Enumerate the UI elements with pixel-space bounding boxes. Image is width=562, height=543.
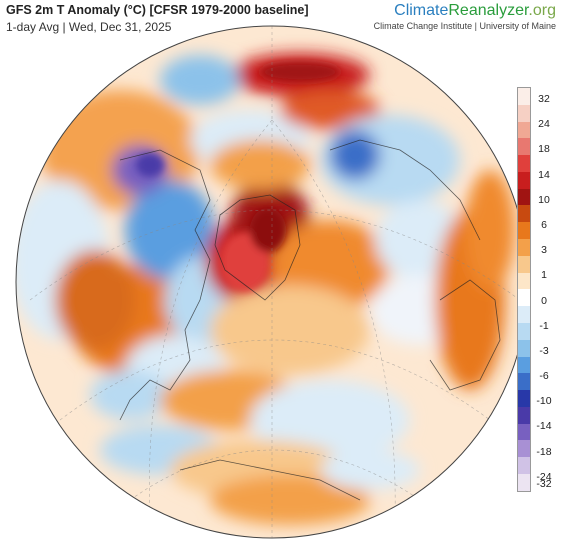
legend-tick-label: 18 [538,143,550,156]
legend-tick-label: -18 [536,445,552,458]
legend-swatch [518,222,530,240]
map-title: GFS 2m T Anomaly (°C) [CFSR 1979-2000 ba… [6,3,309,17]
legend-swatch [518,138,530,156]
legend-color-bar [517,87,531,492]
legend-swatch [518,205,530,223]
legend-tick-label: 1 [541,269,547,282]
legend-swatch [518,306,530,323]
legend-tick-label: -24 [536,470,552,483]
brand-affiliation: Climate Change Institute | University of… [373,21,556,31]
brand-name-part1: Climate [394,2,449,19]
legend-swatch [518,423,530,441]
legend-tick-label: 32 [538,93,550,105]
legend-swatch [518,440,530,458]
brand-name: ClimateReanalyzer.org [374,1,556,21]
brand-name-part2: Reanalyzer [448,2,529,19]
legend-tick-label: 6 [541,218,547,231]
legend-tick-label: -32 [536,478,552,490]
legend-swatch [518,339,530,357]
brand-logo[interactable]: ClimateReanalyzer.org Climate Change Ins… [374,1,556,31]
legend-swatch [518,104,530,122]
legend-swatch [518,88,530,105]
legend-swatch [518,239,530,256]
legend-tick-label: 14 [538,168,550,181]
color-legend: 32 24 18 14 10 6 3 1 0 -1 -3 -6 -10 -14 -18 -24 -32 [517,87,557,492]
brand-name-part3: .org [528,2,556,19]
legend-swatch [518,473,530,491]
legend-swatch [518,272,530,290]
legend-tick-label: 24 [538,118,550,131]
legend-swatch [518,171,530,189]
legend-tick-label: 3 [541,244,547,257]
legend-swatch [518,289,530,307]
legend-tick-label: -1 [539,319,549,332]
legend-swatch [518,390,530,407]
legend-swatch [518,188,530,206]
legend-tick-label: -6 [539,370,549,383]
legend-tick-label: -10 [536,395,552,408]
legend-swatch [518,121,530,139]
legend-tick-label: 0 [541,294,547,307]
legend-swatch [518,406,530,424]
legend-swatch [518,457,530,474]
map-subtitle: 1-day Avg | Wed, Dec 31, 2025 [6,20,172,34]
legend-tick-label: 10 [538,193,550,206]
legend-tick-label: -3 [539,344,549,357]
legend-swatch [518,255,530,273]
legend-swatch [518,373,530,391]
legend-tick-label: -14 [536,420,552,433]
legend-swatch [518,322,530,340]
legend-swatch [518,356,530,374]
legend-swatch [518,155,530,172]
